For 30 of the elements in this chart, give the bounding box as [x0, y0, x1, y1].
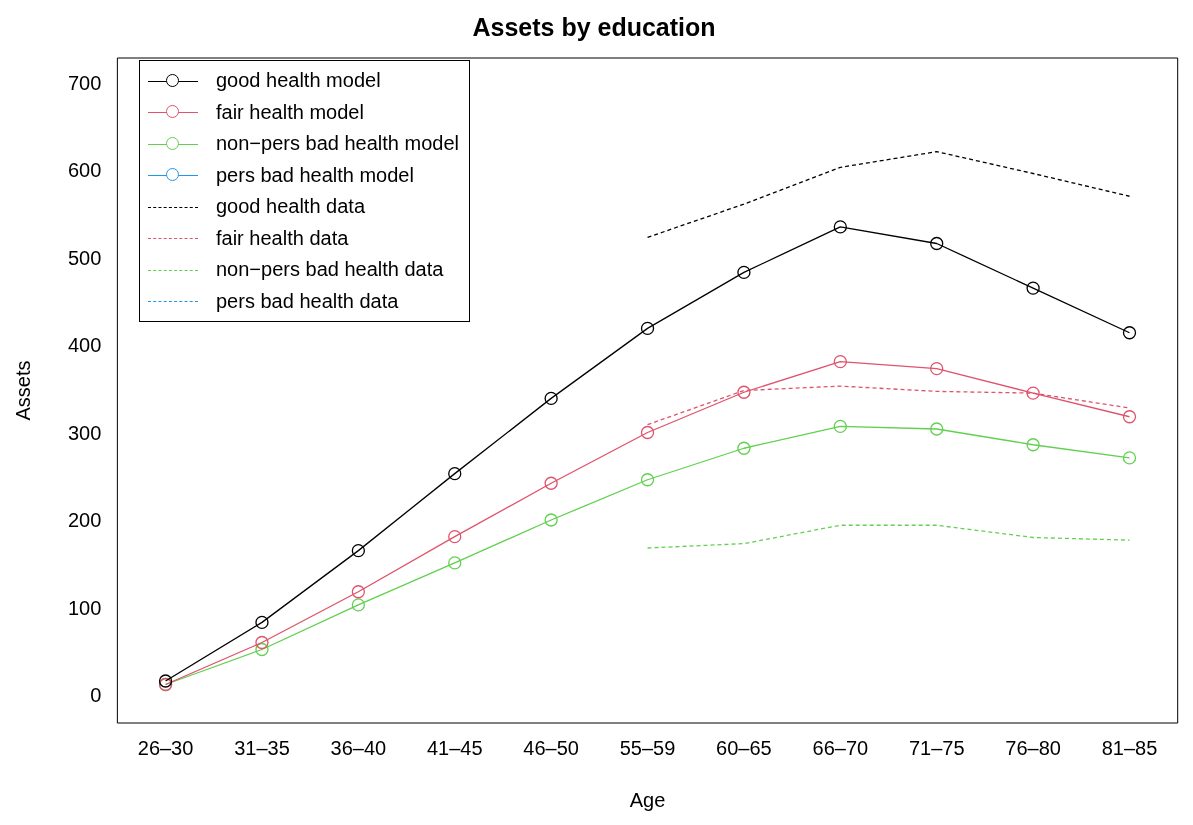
- x-tick-label: 31–35: [234, 736, 290, 759]
- legend-label: pers bad health data: [216, 289, 399, 313]
- x-axis-title: Age: [629, 788, 666, 811]
- legend-label: non−pers bad health data: [216, 258, 444, 282]
- legend-label: fair health data: [216, 226, 349, 250]
- x-tick-label: 66–70: [812, 736, 869, 759]
- y-tick-label: 100: [67, 596, 102, 619]
- x-tick-label: 76–80: [1005, 736, 1061, 759]
- x-tick-label: 46–50: [523, 736, 579, 759]
- x-tick-label: 55–59: [619, 736, 676, 759]
- y-axis-title: Assets: [11, 360, 34, 421]
- x-tick-label: 41–45: [426, 736, 483, 759]
- x-tick-label: 36–40: [330, 736, 387, 759]
- y-tick-label: 500: [67, 246, 102, 269]
- y-tick-label: 400: [67, 334, 102, 357]
- x-tick-label: 71–75: [908, 736, 965, 759]
- x-tick-label: 81–85: [1101, 736, 1158, 759]
- legend-label: fair health model: [216, 100, 364, 124]
- y-tick-label: 200: [67, 509, 102, 532]
- y-tick-label: 600: [67, 159, 102, 182]
- y-tick-label: 700: [67, 71, 102, 94]
- x-tick-label: 60–65: [716, 736, 772, 759]
- x-tick-label: 26–30: [137, 736, 194, 759]
- chart-title: Assets by education: [472, 12, 716, 41]
- legend-label: good health data: [216, 195, 366, 219]
- legend-label: non−pers bad health model: [216, 132, 459, 156]
- legend-label: pers bad health model: [216, 163, 414, 187]
- y-tick-label: 0: [90, 684, 102, 707]
- y-tick-label: 300: [67, 421, 102, 444]
- legend-label: good health model: [216, 69, 381, 93]
